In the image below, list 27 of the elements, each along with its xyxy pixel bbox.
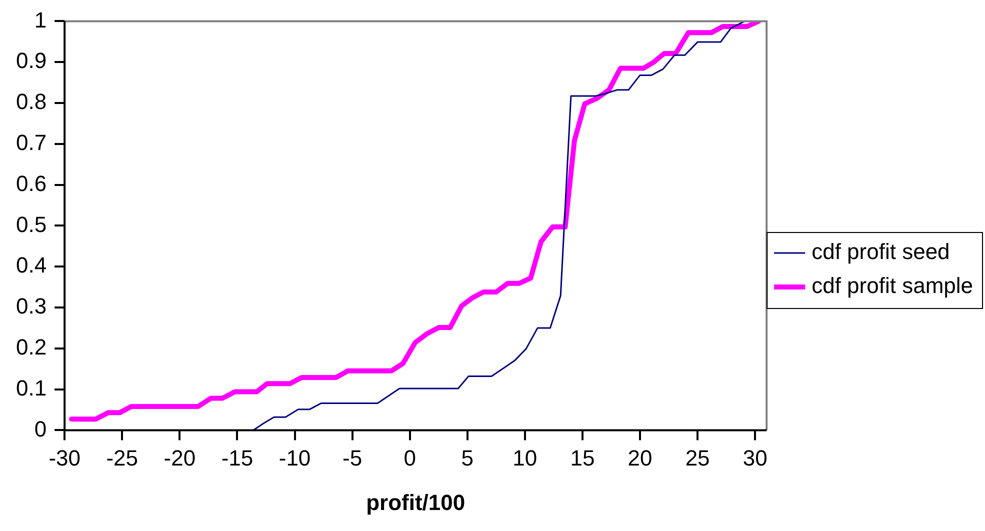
x-tick-label: 5: [461, 445, 474, 470]
x-tick-label: -30: [48, 445, 80, 470]
x-tick-label: -5: [342, 445, 362, 470]
y-tick-label: 0.6: [16, 170, 47, 196]
x-tick-label: 0: [404, 445, 416, 470]
x-tick-label: 15: [570, 445, 595, 470]
x-tick-label: 25: [685, 445, 710, 470]
y-tick-label: 0.7: [16, 130, 47, 155]
x-tick-label: 10: [512, 445, 538, 470]
x-tick-label: -15: [221, 445, 254, 470]
x-tick-label: -25: [106, 445, 138, 470]
y-tick-label: 0.3: [16, 294, 47, 319]
x-tick-label: 30: [742, 445, 768, 470]
y-tick-label: 0.5: [16, 212, 47, 237]
x-axis-title: profit/100: [366, 490, 466, 515]
y-tick-label: 0.8: [16, 89, 47, 114]
x-tick-label: -10: [278, 445, 311, 470]
x-tick-label: 20: [628, 445, 652, 470]
x-tick-label: -20: [164, 445, 196, 470]
y-tick-label: 0.4: [16, 252, 47, 278]
y-tick-label: 0: [34, 416, 47, 442]
y-tick-label: 1: [34, 7, 47, 32]
y-tick-label: 0.9: [16, 48, 47, 74]
y-tick-label: 0.1: [16, 375, 47, 400]
legend-label: cdf profit seed: [812, 239, 950, 264]
legend-label: cdf profit sample: [812, 273, 974, 298]
y-tick-label: 0.2: [16, 334, 47, 360]
